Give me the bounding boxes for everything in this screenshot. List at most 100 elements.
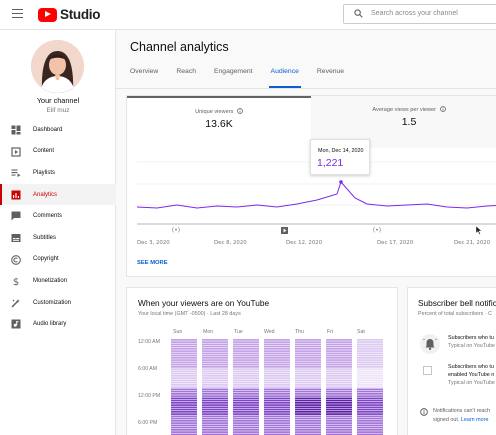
sidebar-item-comments[interactable]: Comments [0,205,116,227]
heatmap-cell [233,399,259,402]
tab-overview[interactable]: Overview [130,68,159,75]
heatmap-cell [202,345,228,348]
sidebar-item-label: Subtitles [33,234,57,241]
video-marker-icon[interactable]: (•) [373,227,381,234]
heatmap-cell [171,348,197,350]
sidebar-item-content[interactable]: Content [0,141,116,163]
heatmap-cell [264,359,290,361]
x-tick-label: Dec 21, 2020 [454,240,491,246]
heatmap-cell [233,393,259,395]
heatmap-cell [326,390,352,393]
video-marker-icon[interactable]: (•) [172,227,180,234]
heatmap-cell [326,399,352,402]
heatmap-cell [202,429,228,431]
sidebar-item-dashboard[interactable]: Dashboard [0,119,116,141]
average-views-label: Average views per viewer [372,107,437,113]
heatmap-cell [326,377,352,379]
heatmap-cell [171,399,197,402]
viewers-series-line [136,181,496,209]
sidebar-item-label: Analytics [33,191,58,198]
heatmap-cell [264,411,290,413]
sidebar-item-audio-library[interactable]: Audio library [0,313,116,335]
heatmap-cell [295,420,321,422]
info-icon[interactable] [439,106,446,112]
heatmap-cell [233,363,259,366]
heatmap-cell [171,379,197,382]
heatmap-cell [295,370,321,373]
sidebar-item-copyright[interactable]: Copyright [0,249,116,271]
tab-engagement[interactable]: Engagement [213,68,253,75]
tab-reach[interactable]: Reach [176,68,196,75]
customization-icon [11,298,20,308]
heatmap-cell [264,377,290,379]
heatmap-cell [264,395,290,397]
sidebar-item-analytics[interactable]: Analytics [0,183,116,206]
sidebar-item-subtitles[interactable]: Subtitles [0,227,116,249]
heatmap-cell [295,368,321,370]
search-input[interactable]: Search across your channel [371,10,458,17]
bell-item2-text-cont: enabled YouTube n [448,372,495,378]
sidebar-item-monetization[interactable]: $ Monetization [0,270,116,292]
heatmap-cell [233,386,259,388]
bell-item2-checkbox[interactable] [423,366,432,375]
heatmap-cell [264,433,290,435]
monetization-icon: $ [13,277,19,286]
heatmap-cell [233,420,259,422]
heatmap-cell [326,395,352,397]
unique-viewers-value: 13.6K [205,118,233,130]
studio-logo[interactable]: Studio [38,7,101,22]
heatmap-cell [295,424,321,427]
heatmap-grid [171,339,383,435]
heatmap-cell [202,377,228,379]
see-more-link[interactable]: SEE MORE [137,260,168,266]
heatmap-cell [202,404,228,406]
heatmap-cell [264,357,290,359]
heatmap-cell [233,406,259,409]
heatmap-cell [264,426,290,429]
heatmap-cell [295,415,321,418]
heatmap-cell [171,359,197,361]
heatmap-cell [264,404,290,406]
tab-audience[interactable]: Audience [268,68,302,88]
heatmap-cell [233,357,259,359]
heatmap-cell [171,370,197,373]
bell-card-subtitle: Percent of total subscribers · C [418,311,493,317]
heatmap-cell [171,395,197,397]
heatmap-cell [171,393,197,395]
heatmap-cell [264,339,290,341]
heatmap-cell [202,363,228,366]
heatmap-cell [326,429,352,431]
heatmap-cell [171,417,197,420]
heatmap-cell [357,417,383,420]
heatmap-cell [326,359,352,361]
search-icon [354,9,363,18]
sidebar-item-playlists[interactable]: Playlists [0,162,116,184]
menu-icon[interactable] [12,9,23,18]
channel-name: Elif muz [46,107,70,114]
heatmap-cell [264,399,290,402]
heatmap-cell [295,413,321,415]
heatmap-cell [202,350,228,352]
heatmap-cell [326,404,352,406]
tab-revenue[interactable]: Revenue [316,68,345,75]
heatmap-cell [202,386,228,388]
heatmap-cell [171,420,197,422]
info-icon[interactable] [237,108,243,114]
sidebar-item-customization[interactable]: Customization [0,292,116,314]
heatmap-cell [171,426,197,429]
heatmap-cell [171,368,197,370]
heatmap-cell [357,422,383,424]
unique-viewers-metric[interactable]: Unique viewers 13.6K [127,96,311,148]
heatmap-cell [357,361,383,364]
search-box[interactable]: Search across your channel [343,4,496,24]
heatmap-cell [357,406,383,409]
learn-more-link[interactable]: Learn more [460,417,489,423]
bell-item1-typical: Typical on YouTube [448,343,495,349]
avatar[interactable] [31,40,84,93]
heatmap-title: When your viewers are on YouTube [138,298,270,308]
bell-item2-typical: Typical on YouTube [448,380,495,386]
heatmap-cell [295,429,321,431]
x-tick-label: Dec 12, 2020 [286,240,323,246]
heatmap-cell [295,381,321,384]
bell-card-title: Subscriber bell notific [418,298,496,308]
